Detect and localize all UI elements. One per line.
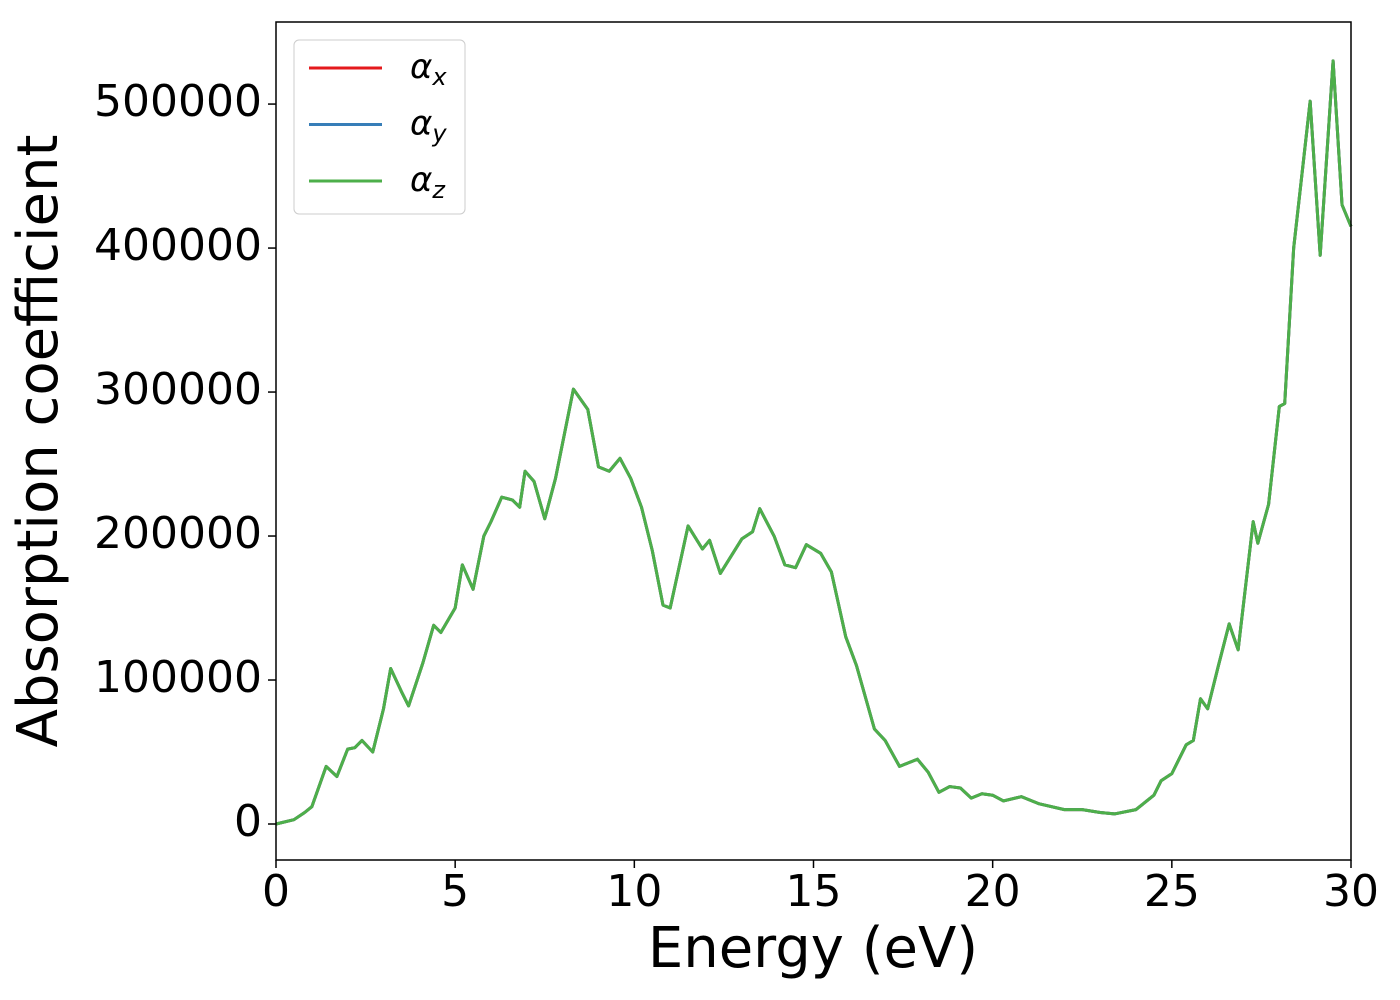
plot-frame [275,21,1352,861]
y-tick-label: 100000 [94,652,262,703]
x-tick-label: 0 [262,866,290,917]
y-tick-label: 400000 [94,220,262,271]
x-tick-label: 10 [606,866,662,917]
x-tick-label: 15 [786,866,842,917]
legend-label: αz [410,160,446,205]
y-tick-label: 300000 [94,364,262,415]
x-tick-label: 25 [1144,866,1200,917]
y-tick-label: 500000 [94,76,262,127]
y-axis-label: Absorption coefficient [6,135,71,748]
x-axis-label: Energy (eV) [648,916,978,981]
legend-box [293,39,466,215]
series-line [275,59,1353,826]
x-tick-label: 5 [441,866,469,917]
x-tick-label: 30 [1323,866,1379,917]
y-tick-label: 0 [234,796,262,847]
legend-label: αx [410,47,447,92]
legend-label: αy [410,103,447,148]
x-tick-label: 20 [965,866,1021,917]
y-tick-label: 200000 [94,508,262,559]
